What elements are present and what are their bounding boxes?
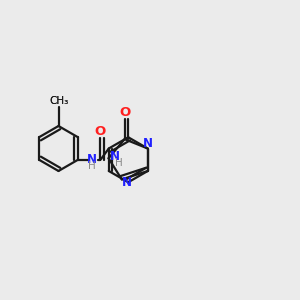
Text: CH₃: CH₃	[49, 97, 68, 106]
Text: H: H	[116, 158, 123, 168]
Text: H: H	[88, 161, 96, 171]
Text: O: O	[119, 106, 130, 119]
Text: O: O	[95, 125, 106, 138]
Text: N: N	[87, 153, 97, 166]
Text: N: N	[122, 176, 132, 189]
Text: N: N	[110, 150, 120, 163]
Text: N: N	[143, 136, 153, 150]
Text: CH₃: CH₃	[49, 96, 68, 106]
